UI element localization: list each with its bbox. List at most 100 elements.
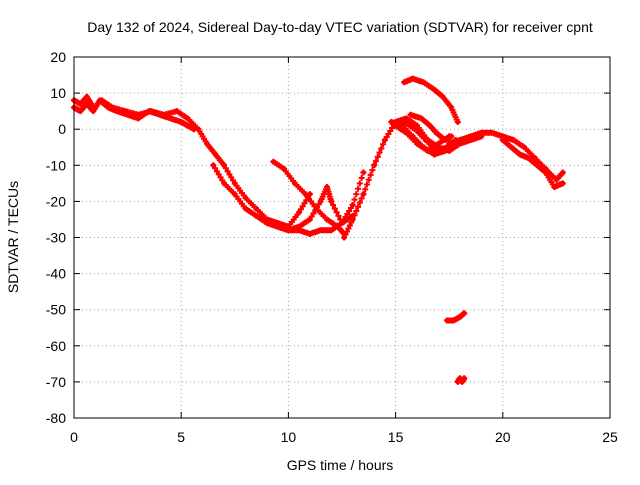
data-point [243,206,249,212]
data-point [110,105,116,111]
data-point [303,191,309,197]
data-point [431,86,437,92]
data-point [307,231,313,237]
series-arc-o [444,310,468,324]
data-point [425,148,431,154]
data-point [232,180,238,186]
data-point [446,141,452,147]
x-tick-label: 20 [495,429,511,445]
data-point [84,94,90,100]
data-point [174,108,180,114]
data-point [440,94,446,100]
x-tick-label: 10 [281,429,297,445]
data-point [412,126,418,132]
data-point [335,224,341,230]
data-point [161,112,167,118]
series-arc-m [446,129,566,183]
y-tick-label: -80 [46,410,66,426]
data-point [408,112,414,118]
data-point [457,137,463,143]
series-arc-l [401,75,461,125]
data-point [213,151,219,157]
data-point [420,79,426,85]
data-point [457,314,463,320]
y-tick-label: 10 [50,85,66,101]
data-point [99,97,105,103]
data-point [264,216,270,222]
data-point [204,141,210,147]
data-point [401,79,407,85]
data-point [324,184,330,190]
data-point [551,184,557,190]
data-point [270,159,276,165]
data-point [341,235,347,240]
data-point [455,119,461,125]
data-point [418,115,424,121]
data-point [442,137,448,143]
data-point [350,216,356,222]
series-arc-j [401,118,451,154]
data-point [221,180,227,186]
data-point [77,108,83,114]
x-axis-label: GPS time / hours [287,457,394,473]
data-point [511,137,517,143]
data-point [350,202,356,208]
series-arc-p [454,375,468,385]
data-point [339,220,345,226]
data-point [195,126,201,132]
y-tick-label: -60 [46,338,66,354]
data-point [90,105,96,111]
plot-frame [73,56,611,419]
x-tick-label: 25 [602,429,618,445]
data-point [526,155,532,161]
data-point [534,162,540,168]
data-point [517,151,523,157]
data-point [318,198,324,204]
series-arc-n [499,137,566,190]
axis-ticks: -80 -70 -60 -50 -40 -30 -20 -10 0 10 20 0 5 10 15 20 25 [46,49,618,445]
data-point [210,162,216,168]
grid-lines [74,57,610,418]
data-point [461,375,467,381]
y-tick-label: -30 [46,230,66,246]
data-point [478,130,484,136]
data-point [360,170,366,176]
data-point [410,76,416,82]
data-point [253,213,259,219]
data-point [489,130,495,136]
data-point [328,227,334,233]
y-tick-label: 20 [50,49,66,65]
data-point [292,180,298,186]
data-point [232,191,238,197]
data-point [461,310,467,316]
data-point [185,123,191,129]
data-point [307,191,313,197]
data-point [382,137,388,143]
y-tick-label: -20 [46,193,66,209]
data-point [560,170,566,176]
data-point [500,137,506,143]
data-point [313,206,319,212]
data-point [371,162,377,168]
data-point [178,119,184,125]
series-arc-k [407,111,455,144]
data-point [77,101,83,107]
data-point [403,130,409,136]
data-point [414,141,420,147]
data-point [393,123,399,129]
data-point [275,220,281,226]
data-point [328,198,334,204]
data-point [401,119,407,125]
x-tick-label: 15 [388,429,404,445]
data-point [135,112,141,118]
data-point [521,144,527,150]
data-point [285,224,291,230]
y-tick-label: 0 [58,121,66,137]
data-point [433,130,439,136]
data-point [90,108,96,114]
data-point [508,144,514,150]
y-tick-label: -70 [46,374,66,390]
series-arc-f [263,191,313,230]
data-points [71,75,566,385]
